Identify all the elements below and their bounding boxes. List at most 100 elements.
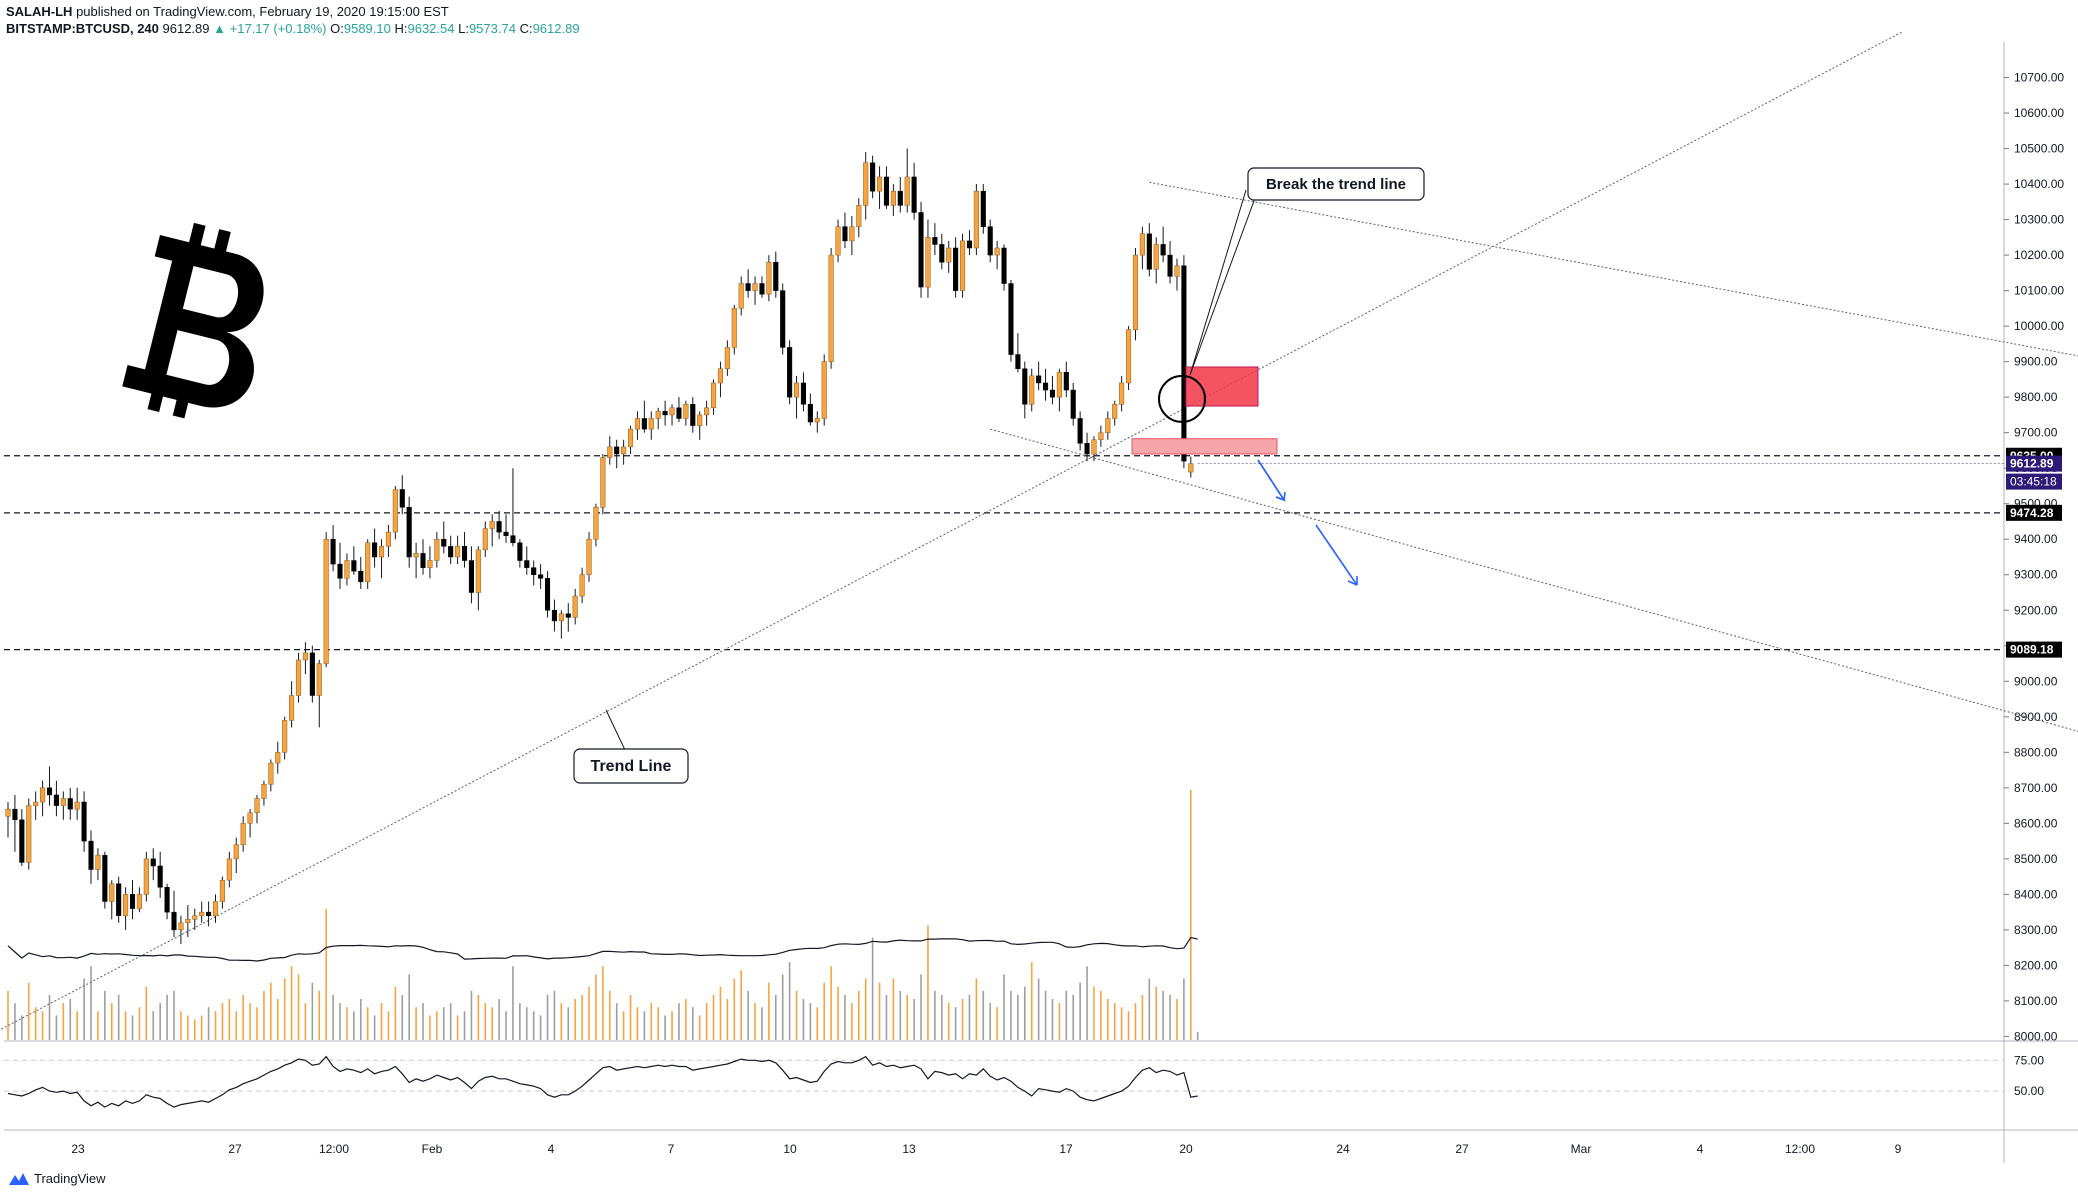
candle-body <box>233 844 239 860</box>
volume-bar <box>505 1011 507 1040</box>
volume-bar <box>394 986 397 1040</box>
candle-body <box>455 546 461 558</box>
volume-bar <box>373 1015 376 1040</box>
candle-body <box>980 190 986 227</box>
candle-body <box>337 563 343 579</box>
candle-body <box>676 407 682 419</box>
volume-bar <box>484 1003 487 1040</box>
low-value: 9573.74 <box>468 21 516 36</box>
candle-body <box>987 226 993 256</box>
candle-body <box>1049 389 1056 398</box>
volume-bar <box>242 994 244 1040</box>
candle-body <box>81 801 87 842</box>
candle-body <box>1167 254 1173 277</box>
volume-bar <box>138 1007 141 1040</box>
volume-bar <box>263 990 265 1040</box>
price-tick-label: 8300.00 <box>2014 923 2058 937</box>
volume-bar <box>221 1003 224 1040</box>
volume-bar <box>1155 986 1158 1040</box>
volume-bar <box>996 1007 998 1040</box>
volume-bar <box>809 1003 812 1040</box>
price-tick-label: 10300.00 <box>2014 213 2064 227</box>
volume-bar <box>823 982 826 1040</box>
volume-bar <box>408 974 410 1040</box>
candle-body <box>1084 443 1090 455</box>
retest-zone <box>1131 438 1278 455</box>
time-tick-label: 13 <box>902 1142 916 1156</box>
candle-body <box>1112 404 1118 419</box>
candle-body <box>468 560 474 593</box>
candle-body <box>544 578 551 611</box>
resistance-zone <box>1185 366 1259 407</box>
candle-body <box>690 404 696 426</box>
candle-body <box>593 507 599 540</box>
bitcoin-logo-bar <box>213 229 231 256</box>
candle-body <box>5 808 11 817</box>
publisher-name[interactable]: SALAH-LH <box>6 4 73 19</box>
time-tick-label: 9 <box>1895 1142 1902 1156</box>
volume-bar <box>207 1007 210 1040</box>
volume-bar <box>920 974 922 1040</box>
price-tick-label: 10400.00 <box>2014 177 2064 191</box>
volume-bar <box>754 1003 756 1040</box>
candle-body <box>434 538 440 561</box>
candle-body <box>178 922 184 931</box>
volume-bar <box>180 1011 182 1040</box>
candle-body <box>586 538 592 575</box>
volume-bar <box>200 1015 203 1040</box>
candle-body <box>863 162 869 206</box>
candle-body <box>745 283 751 291</box>
candle-body <box>856 205 862 227</box>
candle-body <box>828 254 834 362</box>
candle-body <box>524 560 530 568</box>
price-tick-label: 10200.00 <box>2014 248 2064 262</box>
price-change: +17.17 (+0.18%) <box>229 21 327 36</box>
volume-bar <box>795 990 798 1040</box>
candle-body <box>648 418 654 430</box>
volume-bar <box>436 1011 438 1040</box>
candle-body <box>883 176 890 206</box>
candle-body <box>759 283 765 295</box>
tradingview-logo-icon[interactable] <box>8 1171 30 1187</box>
volume-bar <box>837 986 839 1040</box>
time-tick-label: 4 <box>548 1142 555 1156</box>
volume-bar <box>664 1015 666 1040</box>
volume-bar <box>1127 1011 1130 1040</box>
price-chart[interactable]: 10700.00 10600.00 10500.00 10400.00 10300.00… <box>0 0 2078 1163</box>
volume-bar <box>1113 1003 1116 1040</box>
candle-body <box>724 347 730 369</box>
candle-body <box>323 538 329 664</box>
level-tag <box>2006 641 2062 658</box>
volume-bar <box>249 1003 251 1040</box>
callout-box <box>1247 167 1425 201</box>
candle-body <box>1105 418 1111 433</box>
volume-bar <box>270 982 272 1040</box>
candle-body <box>358 570 364 583</box>
candle-body <box>302 652 308 661</box>
candle-body <box>607 446 613 458</box>
candle-body <box>959 240 966 291</box>
volume-bar <box>1183 978 1185 1040</box>
symbol-name[interactable]: BITSTAMP:BTCUSD, 240 <box>6 21 159 36</box>
candle-body <box>330 538 336 565</box>
published-text: published on TradingView.com, February 1… <box>76 4 449 19</box>
candle-body <box>475 549 481 593</box>
candle-body <box>579 574 585 597</box>
volume-bar <box>1079 982 1081 1040</box>
candle-body <box>600 457 606 508</box>
volume-bar <box>525 1007 528 1040</box>
candle-body <box>1015 354 1021 369</box>
candle-body <box>1056 372 1062 398</box>
volume-bar <box>512 966 514 1040</box>
volume-bar <box>539 1015 542 1040</box>
volume-bar <box>110 1003 113 1040</box>
candle-body <box>849 226 855 242</box>
candle-body <box>206 911 212 916</box>
volume-bar <box>532 1011 535 1040</box>
candle-body <box>800 382 807 405</box>
candle-body <box>1160 244 1166 256</box>
brand-name[interactable]: TradingView <box>34 1171 106 1186</box>
volume-bar <box>864 978 867 1040</box>
last-price: 9612.89 <box>162 21 210 36</box>
candle-body <box>157 865 163 888</box>
